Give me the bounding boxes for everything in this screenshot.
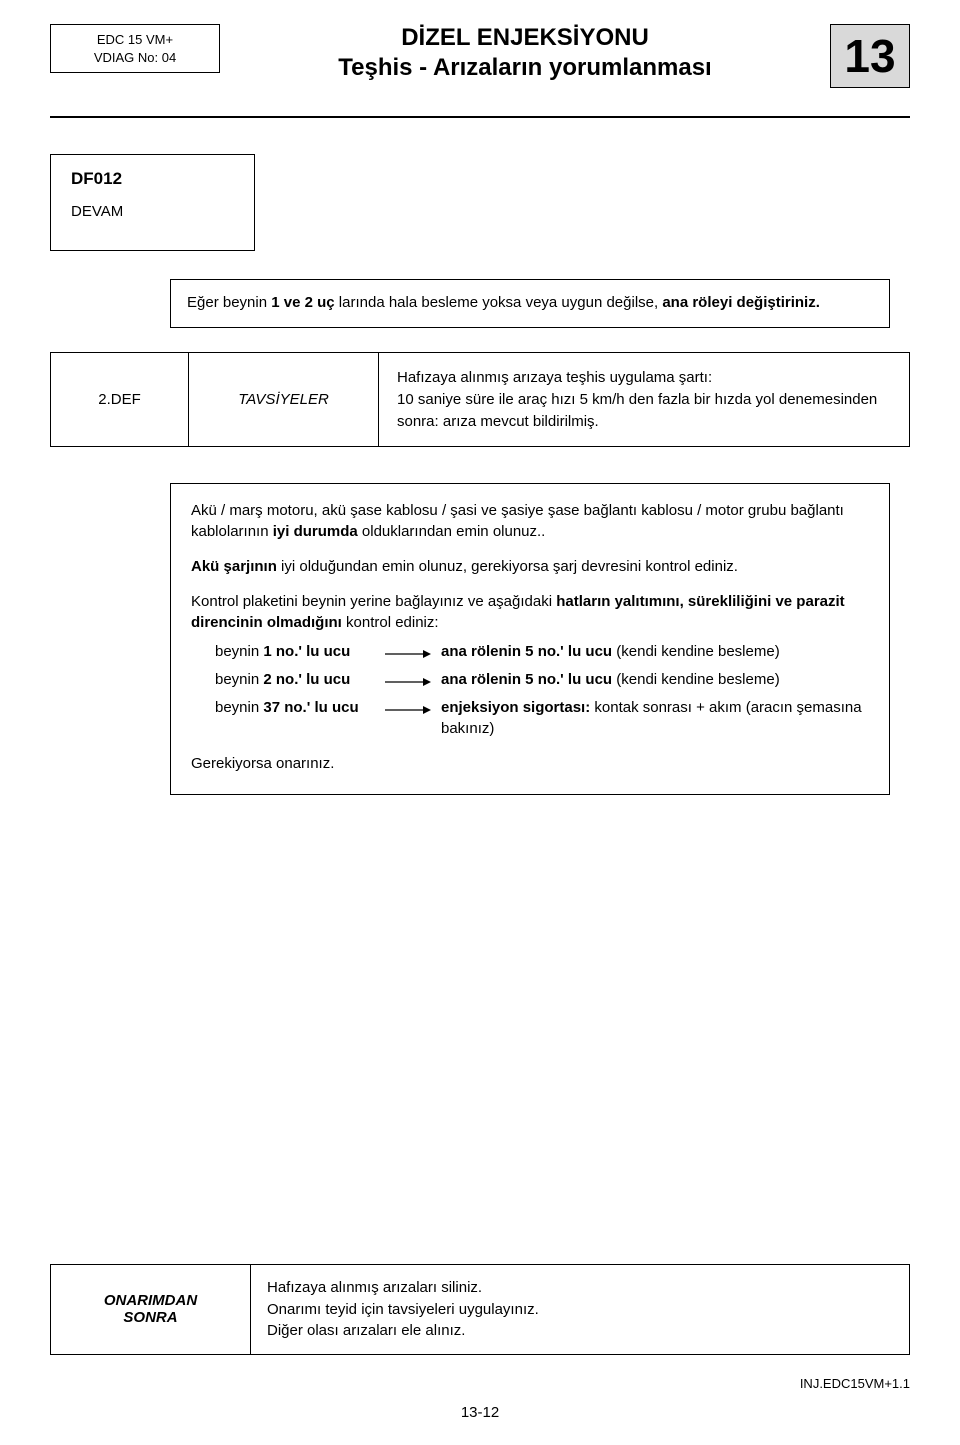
main-p3-c: kontrol ediniz:: [342, 614, 439, 631]
connection-left: beynin 1 no.' lu ucu: [215, 641, 385, 662]
after-repair-r2: Onarımı teyid için tavsiyeleri uygulayın…: [267, 1299, 893, 1321]
connection-left: beynin 2 no.' lu ucu: [215, 669, 385, 690]
box1-text-d: ana röleyi değiştiriniz.: [662, 294, 820, 311]
main-p3-a: Kontrol plaketini beynin yerine bağlayın…: [191, 593, 556, 610]
after-repair-r3: Diğer olası arızaları ele alınız.: [267, 1320, 893, 1342]
main-p3: Kontrol plaketini beynin yerine bağlayın…: [191, 591, 869, 633]
advice-text-2: 10 saniye süre ile araç hızı 5 km/h den …: [397, 389, 891, 433]
connection-arrow: [385, 669, 441, 693]
header-title: DİZEL ENJEKSİYONU Teşhis - Arızaların yo…: [232, 24, 818, 82]
connection-arrow: [385, 697, 441, 721]
connection-list: beynin 1 no.' lu ucu ana rölenin 5 no.' l…: [215, 641, 869, 739]
document-code: INJ.EDC15VM+1.1: [800, 1376, 910, 1391]
main-p1: Akü / marş motoru, akü şase kablosu / şa…: [191, 500, 869, 542]
title-line-1: DİZEL ENJEKSİYONU: [232, 24, 818, 52]
advice-col-def: 2.DEF: [51, 353, 189, 446]
conn-right-a: enjeksiyon sigortası:: [441, 699, 590, 716]
chapter-number: 13: [844, 29, 895, 83]
after-repair-label: ONARIMDAN SONRA: [51, 1265, 251, 1354]
advice-text-1: Hafızaya alınmış arızaya teşhis uygulama…: [397, 367, 891, 389]
header-left-line1: EDC 15 VM+: [63, 31, 207, 49]
header-divider: [50, 116, 910, 118]
after-repair-steps: Hafızaya alınmış arızaları siliniz. Onar…: [251, 1265, 909, 1354]
fault-code: DF012: [71, 169, 236, 189]
box1-text-a: Eğer beynin: [187, 294, 271, 311]
connection-row: beynin 1 no.' lu ucu ana rölenin 5 no.' l…: [215, 641, 869, 665]
advice-col-text: Hafızaya alınmış arızaya teşhis uygulama…: [379, 353, 909, 446]
arrow-icon: [385, 649, 431, 659]
advice-table: 2.DEF TAVSİYELER Hafızaya alınmış arızay…: [50, 352, 910, 447]
connection-row: beynin 37 no.' lu ucu enjeksiyon sigortas…: [215, 697, 869, 739]
conn-left-a: beynin: [215, 699, 263, 716]
page-number: 13-12: [0, 1404, 960, 1421]
after-repair-r1: Hafızaya alınmış arızaları siliniz.: [267, 1277, 893, 1299]
main-procedure-box: Akü / marş motoru, akü şase kablosu / şa…: [170, 483, 890, 795]
main-p1-c: olduklarından emin olunuz..: [358, 523, 546, 540]
after-repair-l2: SONRA: [104, 1309, 197, 1326]
connection-right: ana rölenin 5 no.' lu ucu (kendi kendine…: [441, 641, 869, 662]
conn-right-b: (kendi kendine besleme): [612, 643, 780, 660]
box1-text-c: larında hala besleme yoksa veya uygun de…: [335, 294, 663, 311]
after-repair-box: ONARIMDAN SONRA Hafızaya alınmış arızala…: [50, 1264, 910, 1355]
connection-left: beynin 37 no.' lu ucu: [215, 697, 385, 718]
header-left-box: EDC 15 VM+ VDIAG No: 04: [50, 24, 220, 73]
page-header: EDC 15 VM+ VDIAG No: 04 DİZEL ENJEKSİYON…: [50, 24, 910, 88]
instruction-box-1: Eğer beynin 1 ve 2 uç larında hala besle…: [170, 279, 890, 328]
connection-arrow: [385, 641, 441, 665]
arrow-icon: [385, 705, 431, 715]
fault-continue-label: DEVAM: [71, 203, 236, 220]
main-p4: Gerekiyorsa onarınız.: [191, 753, 869, 774]
main-p2-b: iyi olduğundan emin olunuz, gerekiyorsa …: [277, 558, 738, 575]
connection-right: enjeksiyon sigortası: kontak sonrası + a…: [441, 697, 869, 739]
main-p2: Akü şarjının iyi olduğundan emin olunuz,…: [191, 556, 869, 577]
header-left-line2: VDIAG No: 04: [63, 49, 207, 67]
conn-left-a: beynin: [215, 643, 263, 660]
conn-right-a: ana rölenin 5 no.' lu ucu: [441, 643, 612, 660]
conn-left-b: 1 no.' lu ucu: [263, 643, 350, 660]
conn-left-b: 2 no.' lu ucu: [263, 671, 350, 688]
conn-left-a: beynin: [215, 671, 263, 688]
conn-left-b: 37 no.' lu ucu: [263, 699, 358, 716]
main-p2-a: Akü şarjının: [191, 558, 277, 575]
chapter-box: 13: [830, 24, 910, 88]
fault-continue-box: DF012 DEVAM: [50, 154, 255, 251]
conn-right-a: ana rölenin 5 no.' lu ucu: [441, 671, 612, 688]
box1-text-b: 1 ve 2 uç: [271, 294, 334, 311]
main-p1-b: iyi durumda: [273, 523, 358, 540]
advice-col-label: TAVSİYELER: [189, 353, 379, 446]
arrow-icon: [385, 677, 431, 687]
after-repair-l1: ONARIMDAN: [104, 1292, 197, 1309]
connection-right: ana rölenin 5 no.' lu ucu (kendi kendine…: [441, 669, 869, 690]
conn-right-b: (kendi kendine besleme): [612, 671, 780, 688]
connection-row: beynin 2 no.' lu ucu ana rölenin 5 no.' l…: [215, 669, 869, 693]
title-line-2: Teşhis - Arızaların yorumlanması: [232, 54, 818, 82]
